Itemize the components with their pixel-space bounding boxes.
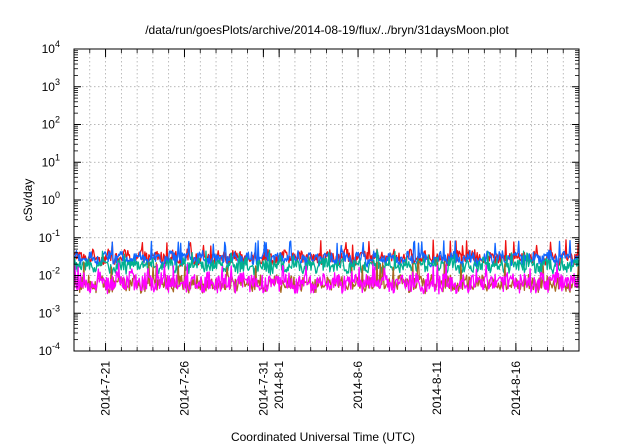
chart-title: /data/run/goesPlots/archive/2014-08-19/f… — [145, 23, 509, 37]
series-lines — [73, 239, 580, 295]
y-tick-label: 101 — [42, 152, 60, 169]
y-tick-label: 100 — [42, 190, 60, 207]
x-axis-label: Coordinated Universal Time (UTC) — [231, 430, 415, 444]
x-tick-label: 2014-8-11 — [430, 361, 444, 415]
y-tick-label: 102 — [42, 115, 60, 132]
y-tick-label: 10-1 — [39, 228, 60, 245]
y-tick-label: 10-2 — [39, 266, 60, 283]
series-line-2 — [73, 240, 580, 268]
y-axis-label: cSv/day — [21, 179, 35, 222]
x-tick-label: 2014-8-6 — [351, 361, 365, 409]
series-line-5 — [73, 262, 580, 295]
y-tick-label: 10-3 — [39, 303, 60, 320]
x-axis: 2014-7-21 2014-7-26 2014-7-31 2014-8-1 2014-… — [89, 49, 564, 416]
series-line-1 — [73, 239, 580, 267]
plot-frame — [73, 48, 580, 352]
x-tick-label: 2014-7-26 — [177, 361, 191, 416]
x-tick-label: 2014-7-31 — [256, 361, 270, 416]
y-tick-label: 10-4 — [39, 341, 60, 358]
y-tick-label: 103 — [42, 77, 60, 94]
grid — [74, 49, 579, 351]
y-tick-label: 104 — [42, 39, 60, 56]
x-tick-label: 2014-8-1 — [272, 361, 286, 409]
x-tick-label: 2014-7-21 — [99, 361, 113, 416]
y-axis: 10-4 10-3 10-2 10-1 100 101 102 103 104 — [39, 39, 579, 358]
x-tick-label: 2014-8-16 — [509, 361, 523, 416]
